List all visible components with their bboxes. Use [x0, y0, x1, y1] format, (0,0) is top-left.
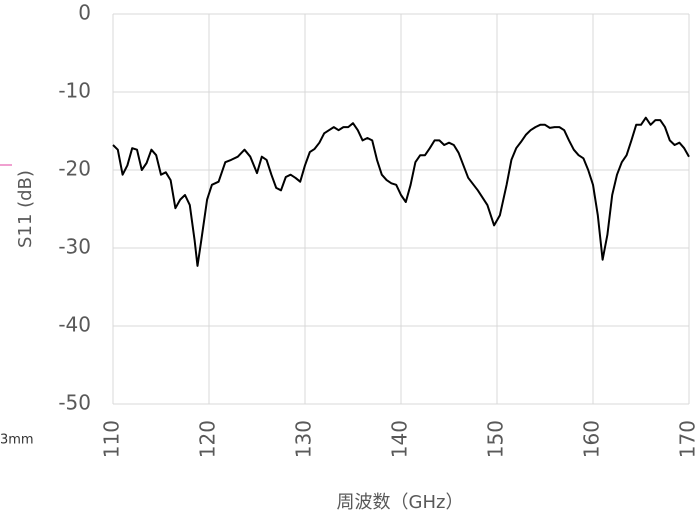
x-tick-label: 170 [676, 420, 697, 458]
side-text: 3mm [0, 433, 34, 448]
y-tick-label: -30 [58, 235, 91, 259]
x-tick-label: 130 [292, 420, 316, 458]
x-tick-label: 110 [100, 420, 124, 458]
y-tick-label: -50 [58, 391, 91, 415]
y-tick-label: -40 [58, 313, 91, 337]
data-line [112, 116, 690, 267]
y-axis-label: S11 (dB) [15, 170, 36, 248]
y-tick-label: -10 [58, 79, 91, 103]
y-tick-label: 0 [78, 1, 91, 25]
x-tick-label: 160 [580, 420, 604, 458]
x-axis-label: 周波数（GHz） [337, 492, 464, 513]
x-tick-label: 150 [484, 420, 508, 458]
x-tick-label: 140 [388, 420, 412, 458]
y-tick-label: -20 [58, 157, 91, 181]
x-tick-label: 120 [196, 420, 220, 458]
